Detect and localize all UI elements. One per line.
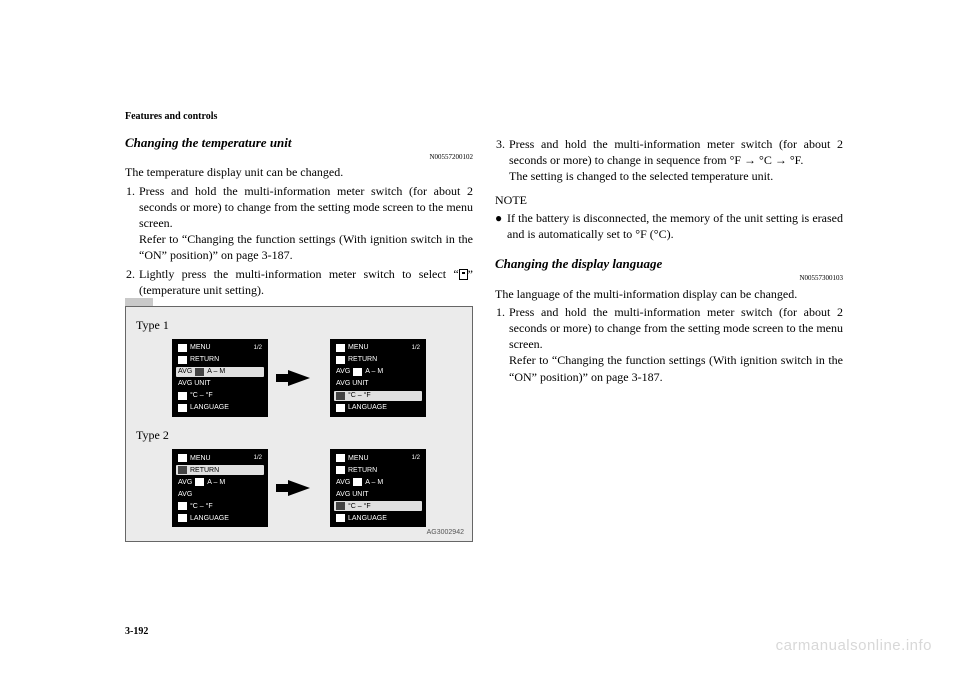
thermo-icon [336, 392, 345, 400]
temp-label: °C – °F [190, 502, 213, 511]
step-1: 1. Press and hold the multi-information … [125, 183, 473, 264]
language-icon [336, 404, 345, 412]
temp-label: °C – °F [348, 502, 371, 511]
return-icon [336, 356, 345, 364]
page-fraction: 1/2 [254, 454, 262, 462]
language-label: LANGUAGE [190, 514, 229, 523]
language-icon [178, 404, 187, 412]
menu-label: MENU [348, 454, 369, 463]
step-3: 3. Press and hold the multi-information … [495, 136, 843, 185]
menu-label: MENU [190, 454, 211, 463]
avg-a-m: A – M [365, 367, 383, 376]
menu-label: MENU [348, 343, 369, 352]
avg-a-m: A – M [365, 478, 383, 487]
return-label: RETURN [348, 466, 377, 475]
a-icon [195, 368, 204, 376]
a-icon [353, 368, 362, 376]
type-1-label: Type 1 [136, 317, 462, 333]
screen-after: MENU 1/2 RETURN AVG A – M AVG UNIT °C – °F… [330, 339, 426, 417]
menu-label: MENU [190, 343, 211, 352]
avg-label: AVG [336, 478, 350, 487]
right-column: 3. Press and hold the multi-information … [495, 134, 843, 543]
language-label: LANGUAGE [190, 403, 229, 412]
ref-number-2: N00557300103 [495, 274, 843, 283]
step-1-text: Press and hold the multi-information met… [139, 184, 473, 230]
a-icon [195, 478, 204, 486]
thermo-icon [336, 502, 345, 510]
left-column: Changing the temperature unit N005572001… [125, 134, 473, 543]
return-icon [336, 466, 345, 474]
note-heading: NOTE [495, 192, 843, 208]
step-number: 1. [125, 183, 139, 264]
a-icon [353, 478, 362, 486]
page-fraction: 1/2 [412, 344, 420, 352]
thermo-icon [178, 392, 187, 400]
temp-label: °C – °F [190, 391, 213, 400]
language-icon [178, 514, 187, 522]
type-2-label: Type 2 [136, 427, 462, 443]
avg-a-m: A – M [207, 367, 225, 376]
arrow-icon [288, 370, 310, 386]
avg-only: AVG [178, 490, 192, 499]
screen-after: MENU 1/2 RETURN AVG A – M AVG UNIT °C – °F… [330, 449, 426, 527]
arrow-icon [288, 480, 310, 496]
step-3-text-a: Press and hold the multi-information met… [509, 137, 843, 167]
menu-icon [178, 454, 187, 462]
thermo-icon [178, 502, 187, 510]
step-number: 3. [495, 136, 509, 185]
temp-label: °C – °F [348, 391, 371, 400]
avg-unit-label: AVG UNIT [178, 379, 211, 388]
page-fraction: 1/2 [254, 344, 262, 352]
language-icon [336, 514, 345, 522]
avg-label: AVG [336, 367, 350, 376]
step-1b-text: Press and hold the multi-information met… [509, 305, 843, 351]
step-2-text-a: Lightly press the multi-information mete… [139, 267, 459, 281]
language-label: LANGUAGE [348, 403, 387, 412]
figure-code: AG3002942 [427, 528, 464, 537]
temp-unit-icon [459, 269, 468, 280]
menu-icon [336, 454, 345, 462]
avg-label: AVG [178, 367, 192, 376]
note-text: If the battery is disconnected, the memo… [507, 210, 843, 242]
heading-language: Changing the display language [495, 255, 843, 273]
step-number: 1. [495, 304, 509, 385]
return-icon [178, 466, 187, 474]
return-label: RETURN [190, 466, 219, 475]
screens-figure: Type 1 MENU 1/2 RETURN AVG A – M AVG UNIT … [125, 306, 473, 542]
avg-unit-label: AVG UNIT [336, 490, 369, 499]
bullet-icon: ● [495, 210, 507, 242]
intro-text-2: The language of the multi-information di… [495, 286, 843, 302]
type-2-row: MENU 1/2 RETURN AVG A – M AVG °C – °F LANG… [136, 449, 462, 527]
intro-text: The temperature display unit can be chan… [125, 164, 473, 180]
return-label: RETURN [190, 355, 219, 364]
step-number: 2. [125, 266, 139, 298]
running-header: Features and controls [125, 110, 843, 124]
step-2: 2. Lightly press the multi-information m… [125, 266, 473, 298]
type-1-row: MENU 1/2 RETURN AVG A – M AVG UNIT °C – °F… [136, 339, 462, 417]
avg-label: AVG [178, 478, 192, 487]
avg-a-m: A – M [207, 478, 225, 487]
page-fraction: 1/2 [412, 454, 420, 462]
step-1b-ref: Refer to “Changing the function settings… [509, 353, 843, 383]
menu-icon [178, 344, 187, 352]
step-1b: 1. Press and hold the multi-information … [495, 304, 843, 385]
screen-before: MENU 1/2 RETURN AVG A – M AVG °C – °F LANG… [172, 449, 268, 527]
menu-icon [336, 344, 345, 352]
screen-before: MENU 1/2 RETURN AVG A – M AVG UNIT °C – °F… [172, 339, 268, 417]
ref-number-1: N00557200102 [125, 153, 473, 162]
language-label: LANGUAGE [348, 514, 387, 523]
note-bullet: ● If the battery is disconnected, the me… [495, 210, 843, 242]
heading-temp-unit: Changing the temperature unit [125, 134, 473, 152]
return-label: RETURN [348, 355, 377, 364]
return-icon [178, 356, 187, 364]
step-3-text-b: The setting is changed to the selected t… [509, 169, 773, 183]
step-1-ref: Refer to “Changing the function settings… [139, 232, 473, 262]
avg-unit-label: AVG UNIT [336, 379, 369, 388]
watermark: carmanualsonline.info [776, 636, 932, 656]
page-number: 3-192 [125, 625, 148, 639]
